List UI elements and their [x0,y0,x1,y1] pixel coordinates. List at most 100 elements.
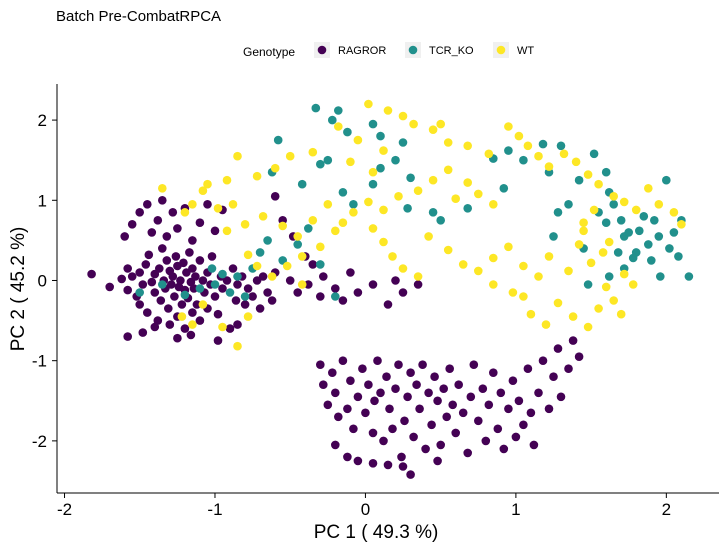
data-point [323,200,333,209]
data-point [155,264,164,273]
data-point [415,404,424,414]
data-point [135,288,144,297]
data-point [409,432,418,442]
data-point [188,236,197,245]
data-point [458,260,468,269]
data-point [364,99,373,109]
data-point [270,163,280,173]
data-point [343,127,352,137]
data-point [504,404,513,414]
data-point [674,252,683,261]
data-point [499,184,509,193]
data-point [188,320,197,329]
data-point [499,444,509,454]
data-point [391,276,400,285]
data-point [579,218,588,227]
data-point [334,106,343,115]
data-point [228,264,238,273]
data-point [463,141,473,151]
data-point [430,372,439,382]
data-point [589,205,599,215]
data-point [346,376,355,386]
data-point [508,288,518,297]
data-point [589,149,599,159]
data-point [233,280,242,289]
data-point [364,197,373,207]
y-tick-label: -2 [32,432,47,451]
data-point [323,400,333,410]
data-point [519,155,528,165]
data-point [135,300,144,309]
data-point [385,404,394,414]
data-point [583,280,593,289]
data-point [508,376,518,386]
data-point [376,131,385,141]
data-point [368,224,378,233]
data-point [364,380,373,390]
data-point [143,308,152,317]
data-point [173,333,182,343]
data-point [631,205,641,215]
data-point [665,244,674,253]
data-point [228,200,238,209]
data-point [188,308,197,317]
data-point [394,192,403,201]
data-point [167,280,176,289]
data-point [328,115,337,125]
data-point [180,208,190,217]
data-point [243,312,253,321]
data-point [504,146,513,155]
data-point [439,384,449,394]
data-point [368,119,378,129]
data-point [613,248,623,257]
y-tick-label: 0 [38,271,47,290]
data-point [198,300,208,309]
legend-marker [317,45,327,55]
data-point [218,322,227,332]
data-point [186,330,196,340]
data-point [549,232,558,241]
series-ragror [87,192,584,479]
data-point [191,272,200,281]
x-tick-label: 1 [511,500,520,519]
data-point [541,320,551,329]
data-point [493,424,503,434]
data-point [616,216,626,225]
data-point [147,277,157,287]
data-point [343,452,352,462]
data-point [544,404,554,414]
data-point [353,392,363,402]
x-tick-label: -1 [207,500,222,519]
data-point [331,226,340,236]
data-point [424,232,433,241]
data-point [406,173,415,183]
data-point [373,356,382,366]
data-point [171,252,181,261]
x-tick-label: 0 [361,500,370,519]
data-point [553,208,563,217]
data-point [349,424,358,434]
data-point [478,384,488,394]
data-point [189,284,199,293]
data-point [544,252,554,261]
data-point [180,290,190,300]
data-point [662,175,671,185]
data-point [210,280,220,289]
data-point [353,135,363,145]
data-point [553,298,563,308]
data-point [424,388,433,398]
data-point [489,200,498,209]
data-point [243,250,253,260]
data-point [248,292,257,301]
data-point [370,396,379,406]
data-point [409,119,418,129]
data-point [319,380,328,390]
data-point [323,155,333,165]
data-point [293,232,303,241]
data-point [619,197,629,207]
data-point [368,428,378,438]
data-point [210,292,220,301]
data-point [388,424,397,434]
data-point [669,228,679,237]
data-point [635,226,644,236]
